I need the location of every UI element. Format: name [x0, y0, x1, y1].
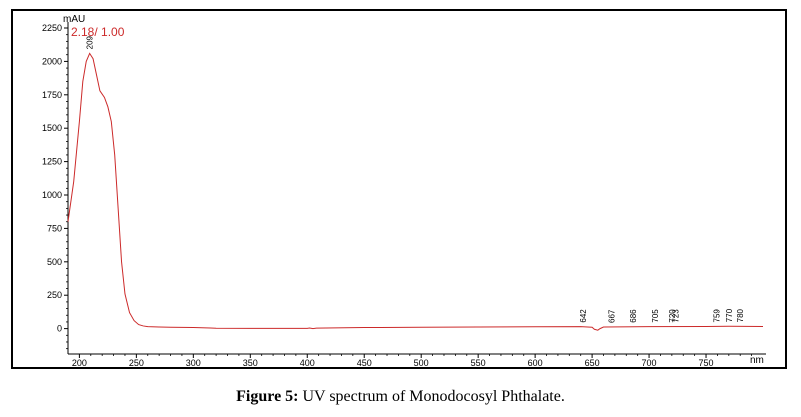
peak-label: 705	[651, 309, 660, 323]
peak-label: 723	[671, 309, 680, 323]
x-tick-label: 350	[243, 358, 258, 367]
peak-label: 720	[668, 309, 677, 323]
peak-label: 780	[736, 308, 745, 322]
x-tick-label: 250	[129, 358, 144, 367]
x-tick-label: 550	[471, 358, 486, 367]
axes	[67, 22, 766, 355]
figure-caption: Figure 5: UV spectrum of Monodocosyl Pht…	[0, 388, 801, 406]
x-tick-label: 750	[699, 358, 714, 367]
peak-label: 770	[725, 308, 734, 322]
x-tick-label: 400	[300, 358, 315, 367]
y-tick-label: 2000	[42, 56, 62, 66]
x-tick-label: 650	[585, 358, 600, 367]
y-axis-unit: mAU	[63, 14, 85, 25]
peak-label: 686	[629, 309, 638, 323]
y-tick-label: 1500	[42, 123, 62, 133]
x-tick-label: 700	[642, 358, 657, 367]
chart-frame: 200 250 300 350 400 450 500 550 600 650 700 750 0 25…	[11, 9, 787, 369]
caption-text: UV spectrum of Monodocosyl Phthalate.	[298, 388, 565, 405]
y-tick-label: 0	[57, 324, 62, 334]
x-tick-label: 200	[72, 358, 87, 367]
uv-spectrum-chart: 200 250 300 350 400 450 500 550 600 650 700 750 0 25…	[42, 14, 766, 367]
y-tick-label: 500	[47, 257, 62, 267]
y-tick-label: 1750	[42, 90, 62, 100]
x-tick-label: 300	[186, 358, 201, 367]
y-tick-label: 2250	[42, 23, 62, 33]
x-tick-label: 600	[528, 358, 543, 367]
y-tick-label: 1250	[42, 157, 62, 167]
spectrum-line	[67, 52, 764, 331]
peak-label: 667	[607, 309, 616, 323]
x-tick-label: 450	[357, 358, 372, 367]
y-tick-label: 750	[47, 223, 62, 233]
y-tick-label: 1000	[42, 190, 62, 200]
peak-label: 209	[86, 35, 95, 49]
peak-label: 759	[712, 309, 721, 323]
x-tick-label: 500	[414, 358, 429, 367]
x-axis-unit: nm	[750, 355, 764, 366]
y-tick-label: 250	[47, 290, 62, 300]
y-axis-ticks: 0 250 500 750 1000 1250 1500 1750 2000 2250	[42, 23, 68, 350]
x-axis-ticks: 200 250 300 350 400 450 500 550 600 650 700 750	[72, 354, 753, 367]
caption-label: Figure 5:	[236, 388, 299, 405]
trace-label: 2.18/ 1.00	[71, 25, 125, 39]
peak-label: 642	[579, 309, 588, 323]
